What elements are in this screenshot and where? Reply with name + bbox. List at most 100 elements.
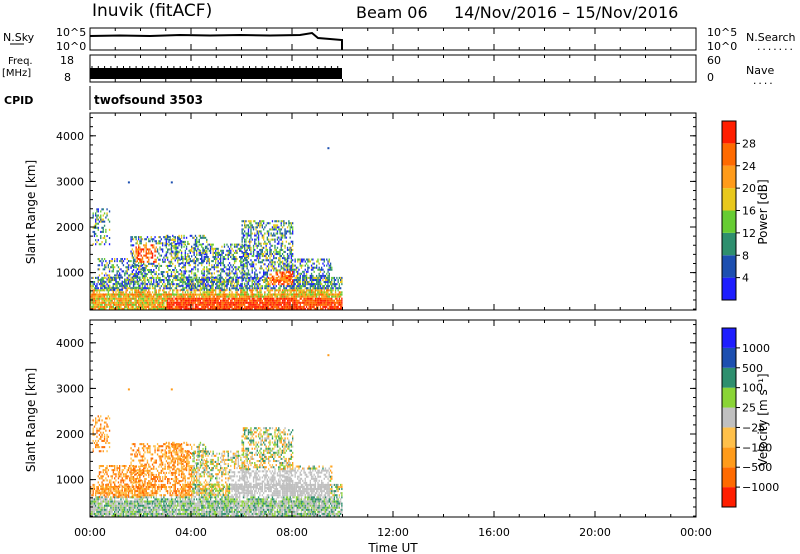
range-cell (180, 258, 183, 261)
range-cell (251, 267, 253, 270)
range-cell (184, 299, 187, 302)
range-cell (143, 248, 145, 251)
range-cell (106, 212, 108, 215)
range-cell (165, 297, 168, 300)
range-cell (244, 305, 246, 308)
range-cell (284, 246, 286, 249)
range-cell (305, 297, 308, 300)
range-cell (172, 299, 174, 302)
range-cell (216, 251, 218, 254)
range-cell (119, 272, 121, 275)
range-cell (312, 279, 314, 282)
range-cell (241, 291, 243, 294)
range-cell (149, 297, 151, 300)
range-cell (286, 299, 289, 302)
range-cell (228, 251, 231, 254)
range-cell (193, 295, 195, 298)
range-cell (198, 295, 200, 298)
range-cell (292, 230, 294, 233)
range-cell (312, 305, 314, 308)
range-cell (305, 281, 308, 284)
range-cell (303, 276, 305, 279)
range-cell (132, 238, 135, 241)
range-cell (159, 307, 161, 310)
range-cell (107, 293, 110, 296)
range-cell (269, 289, 271, 292)
nsky-right-top-tick: 10^5 (707, 26, 737, 39)
range-cell (164, 276, 166, 279)
range-cell (278, 269, 280, 272)
range-cell (189, 297, 192, 300)
range-cell (302, 264, 304, 267)
range-cell (191, 247, 193, 250)
range-cell (179, 307, 181, 310)
range-cell (276, 238, 279, 241)
range-cell (326, 281, 328, 284)
range-cell (145, 297, 147, 300)
range-cell (107, 288, 110, 291)
range-cell (150, 283, 152, 286)
range-cell (96, 289, 98, 292)
range-cell (141, 295, 144, 298)
range-cell (183, 243, 185, 246)
range-cell (226, 243, 228, 246)
range-cell (274, 224, 276, 227)
range-cell (285, 293, 288, 296)
range-cell (140, 291, 142, 294)
range-cell (153, 238, 155, 241)
range-cell (143, 307, 145, 310)
range-cell (310, 264, 313, 267)
range-cell (183, 305, 185, 308)
range-cell (257, 234, 260, 237)
range-cell (289, 226, 291, 229)
range-cell (270, 301, 272, 304)
range-cell (95, 239, 97, 242)
range-cell (324, 283, 327, 286)
range-cell (144, 272, 146, 275)
range-cell (247, 246, 250, 249)
range-cell (233, 266, 236, 269)
range-cell (130, 293, 132, 296)
range-cell (151, 271, 154, 274)
range-cell (246, 248, 248, 251)
range-cell (233, 295, 236, 298)
range-cell (172, 257, 174, 260)
range-cell (130, 281, 132, 284)
range-cell (250, 250, 252, 253)
range-cell (298, 307, 300, 310)
range-cell (106, 235, 108, 238)
range-cell (102, 299, 104, 302)
range-cell (312, 299, 314, 302)
range-cell (278, 242, 280, 245)
range-cell (279, 277, 281, 280)
range-cell (102, 301, 104, 304)
range-cell (261, 267, 264, 270)
range-cell (266, 238, 269, 241)
range-cell (140, 262, 142, 265)
range-cell (259, 307, 261, 310)
range-cell (226, 299, 228, 302)
range-cell (266, 271, 269, 274)
range-cell (98, 307, 101, 310)
range-cell (252, 297, 255, 300)
range-cell (278, 299, 280, 302)
range-cell (139, 236, 141, 239)
range-cell (261, 220, 264, 223)
range-cell (295, 279, 298, 282)
range-cell (251, 303, 253, 306)
range-cell (160, 273, 163, 276)
range-cell (183, 301, 185, 304)
range-cell (132, 305, 135, 308)
range-cell (289, 236, 291, 239)
range-cell (169, 297, 171, 300)
range-cell (165, 295, 168, 298)
range-cell (242, 220, 245, 223)
range-cell (239, 299, 241, 302)
range-cell (326, 279, 328, 282)
range-cell (319, 274, 322, 277)
range-cell (328, 295, 330, 298)
range-cell (172, 238, 174, 241)
range-cell (273, 250, 275, 253)
range-cell (189, 291, 192, 294)
range-cell (134, 307, 136, 310)
